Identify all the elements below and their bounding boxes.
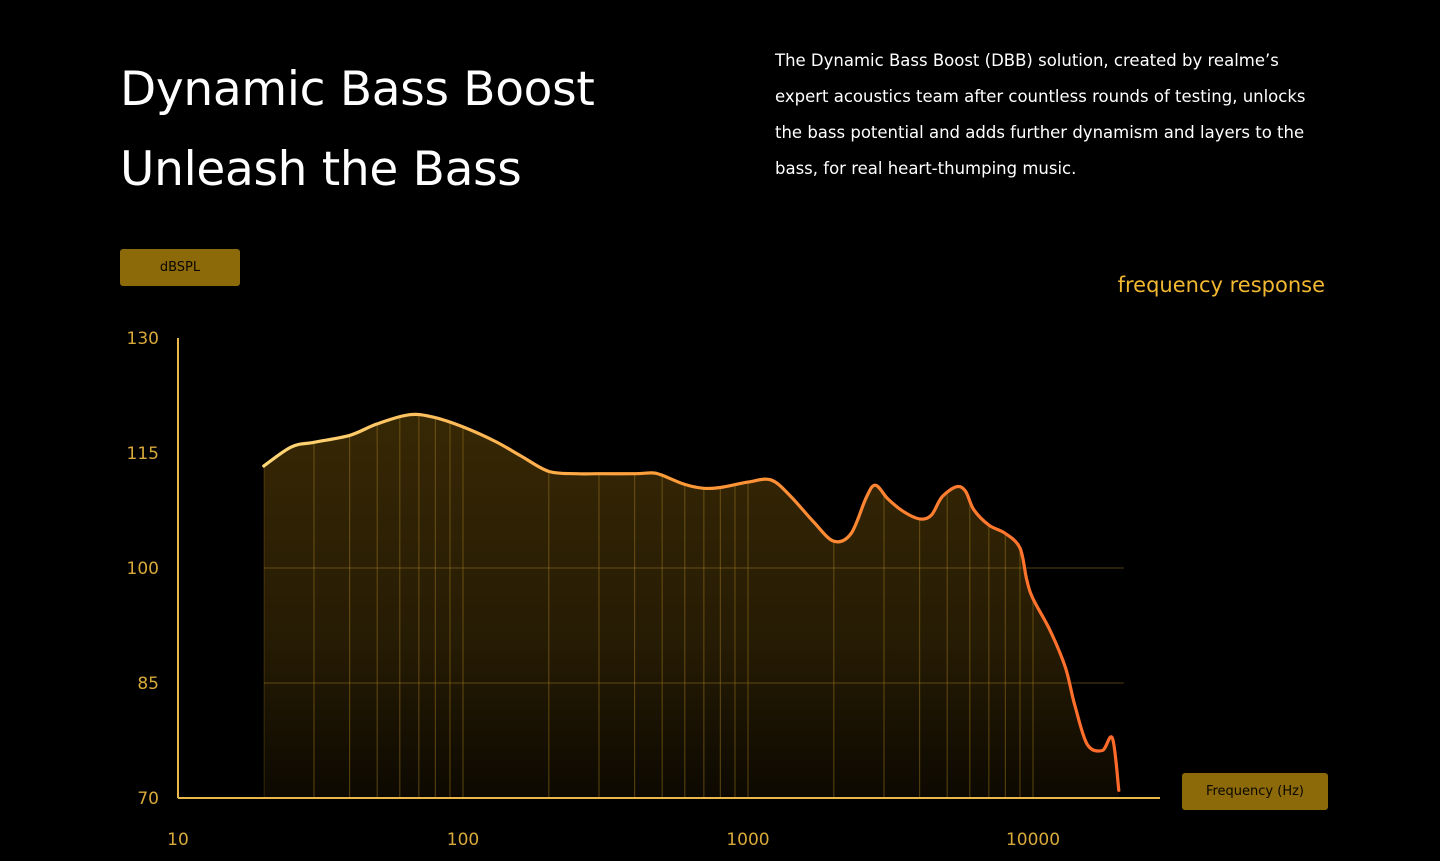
x-tick-label: 10 <box>167 830 189 850</box>
title-line-2: Unleash the Bass <box>120 142 522 197</box>
chart-title: frequency response <box>1117 273 1325 297</box>
description-text: The Dynamic Bass Boost (DBB) solution, c… <box>775 51 1306 178</box>
x-tick-label: 10000 <box>1006 830 1060 850</box>
y-tick-label: 85 <box>137 674 159 694</box>
title-line-1: Dynamic Bass Boost <box>120 62 595 117</box>
series-line <box>262 412 1121 792</box>
y-tick-label: 130 <box>127 329 159 349</box>
page-title: Dynamic Bass Boost Unleash the Bass <box>120 50 595 210</box>
x-tick-label: 1000 <box>726 830 769 850</box>
y-tick-label: 70 <box>137 789 159 809</box>
area-fill <box>263 414 1119 798</box>
y-tick-label: 115 <box>127 444 159 464</box>
x-axis-label-badge: Frequency (Hz) <box>1182 773 1328 810</box>
y-axis-label-badge: dBSPL <box>120 249 240 286</box>
y-tick-label: 100 <box>127 559 159 579</box>
x-tick-label: 100 <box>447 830 479 850</box>
